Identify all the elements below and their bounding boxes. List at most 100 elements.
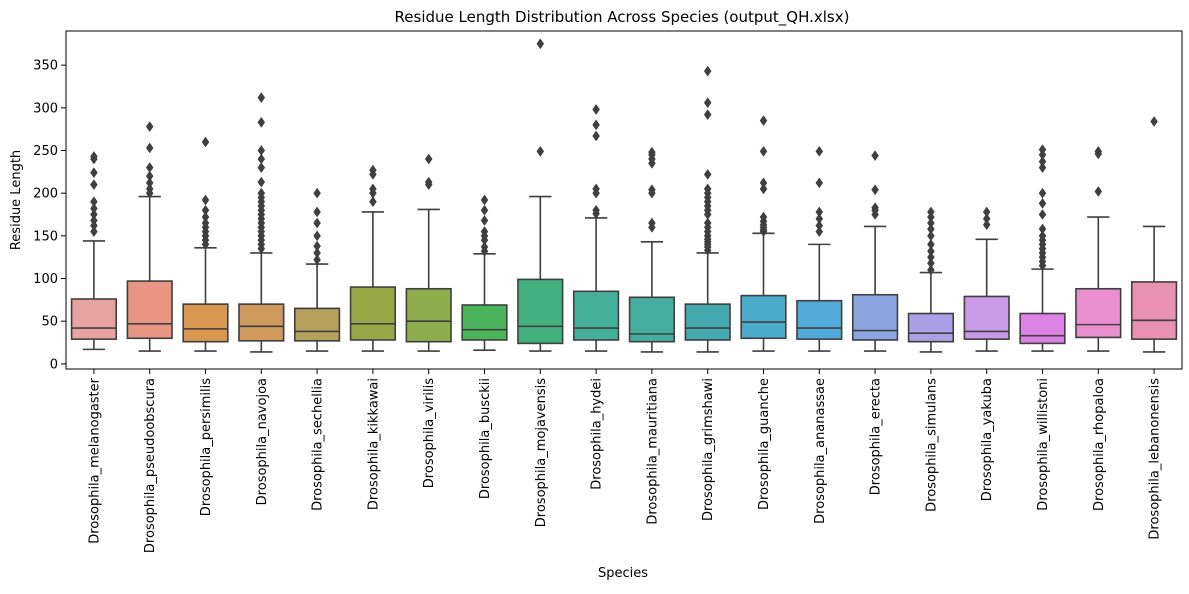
- outlier-point: [480, 226, 489, 238]
- outlier-point: [369, 196, 377, 208]
- outlier-point: [927, 264, 935, 276]
- x-tick-label: Drosophila_virilis: [422, 378, 437, 488]
- y-tick-label: 50: [41, 315, 58, 330]
- y-tick-label: 200: [33, 187, 58, 202]
- box-iqr: [796, 299, 843, 340]
- box-iqr: [740, 294, 787, 340]
- outlier-point: [1038, 197, 1047, 209]
- outlier-point: [90, 203, 98, 214]
- x-tick-label: Drosophila_yakuba: [980, 378, 995, 501]
- x-tick-label: Drosophila_navojoa: [255, 378, 270, 505]
- outlier-point: [592, 130, 600, 142]
- outlier-point: [313, 240, 321, 252]
- box-iqr: [1019, 312, 1066, 345]
- box-iqr: [851, 293, 899, 341]
- outlier-point: [313, 254, 321, 266]
- outlier-point: [927, 245, 935, 257]
- outlier-point: [90, 226, 98, 238]
- outlier-point: [927, 251, 935, 263]
- outlier-point: [759, 145, 768, 157]
- box-iqr: [517, 278, 564, 345]
- box-iqr: [349, 286, 397, 341]
- y-axis-label: Residue Length: [9, 150, 24, 250]
- x-tick-label: Drosophila_kikkawai: [366, 378, 381, 510]
- x-tick-label: Drosophila_lebanonensis: [1148, 378, 1163, 540]
- x-axis-label: Species: [598, 566, 648, 581]
- box-iqr: [1075, 287, 1122, 339]
- x-tick-label: Drosophila_sechellia: [311, 378, 326, 511]
- outlier-point: [145, 121, 154, 133]
- box-iqr: [572, 290, 620, 341]
- outlier-point: [815, 177, 824, 189]
- outlier-point: [759, 211, 768, 223]
- outlier-point: [257, 145, 266, 156]
- outlier-point: [815, 226, 824, 238]
- outlier-point: [703, 183, 712, 195]
- x-tick-label: Drosophila_rhopaloa: [1092, 378, 1107, 511]
- outlier-point: [424, 153, 433, 165]
- x-tick-label: Drosophila_persimilis: [199, 378, 214, 516]
- outlier-point: [815, 145, 824, 157]
- plot-frame: [65, 30, 1183, 370]
- outlier-point: [313, 206, 321, 218]
- outlier-point: [1038, 156, 1047, 168]
- outlier-point: [536, 145, 545, 157]
- outlier-point: [257, 187, 266, 199]
- y-tick-label: 300: [33, 101, 58, 116]
- outlier-point: [703, 97, 712, 109]
- outlier-point: [648, 217, 656, 229]
- outlier-point: [90, 151, 98, 162]
- outlier-point: [1150, 116, 1158, 127]
- outlier-point: [257, 116, 266, 128]
- x-tick-label: Drosophila_hydei: [590, 378, 605, 490]
- chart-title: Residue Length Distribution Across Speci…: [395, 8, 850, 27]
- outlier-point: [201, 217, 210, 229]
- outlier-point: [703, 109, 712, 121]
- outlier-point: [145, 183, 154, 195]
- outlier-point: [1038, 230, 1047, 242]
- outlier-point: [369, 183, 377, 195]
- outlier-point: [90, 167, 98, 179]
- x-tick-label: Drosophila_mauritiana: [645, 378, 660, 525]
- outlier-point: [369, 164, 377, 176]
- box-iqr: [1130, 281, 1178, 340]
- outlier-point: [982, 206, 991, 218]
- outlier-point: [592, 204, 600, 216]
- outlier-point: [927, 230, 935, 242]
- outlier-point: [703, 168, 712, 180]
- box-iqr: [684, 303, 731, 341]
- outlier-point: [145, 162, 154, 174]
- outlier-point: [927, 206, 935, 218]
- outlier-point: [90, 179, 98, 191]
- outlier-point: [927, 257, 935, 269]
- outlier-point: [815, 213, 824, 225]
- x-tick-label: Drosophila_melanogaster: [87, 377, 102, 543]
- box-iqr: [70, 298, 118, 340]
- outlier-point: [1038, 144, 1047, 156]
- box-iqr: [293, 307, 341, 342]
- outlier-point: [927, 223, 935, 235]
- outlier-point: [871, 184, 879, 196]
- box-iqr: [963, 295, 1010, 340]
- outlier-point: [648, 184, 656, 196]
- outlier-point: [982, 213, 991, 225]
- box-iqr: [126, 280, 173, 340]
- outlier-point: [313, 247, 321, 259]
- outlier-point: [313, 217, 321, 229]
- outlier-point: [145, 142, 154, 154]
- outlier-point: [1038, 162, 1047, 174]
- outlier-point: [480, 204, 489, 216]
- outlier-point: [90, 215, 98, 226]
- box-iqr: [238, 303, 285, 342]
- y-tick-label: 0: [50, 357, 58, 372]
- outlier-point: [424, 176, 433, 188]
- outlier-point: [648, 146, 656, 158]
- outlier-point: [592, 104, 600, 115]
- x-tick-label: Drosophila_grimshawi: [701, 378, 716, 521]
- outlier-point: [145, 177, 154, 189]
- x-tick-label: Drosophila_ananassae: [813, 378, 828, 524]
- outlier-point: [1038, 187, 1047, 199]
- outlier-point: [592, 119, 600, 131]
- outlier-point: [1038, 223, 1047, 235]
- outlier-point: [759, 177, 768, 189]
